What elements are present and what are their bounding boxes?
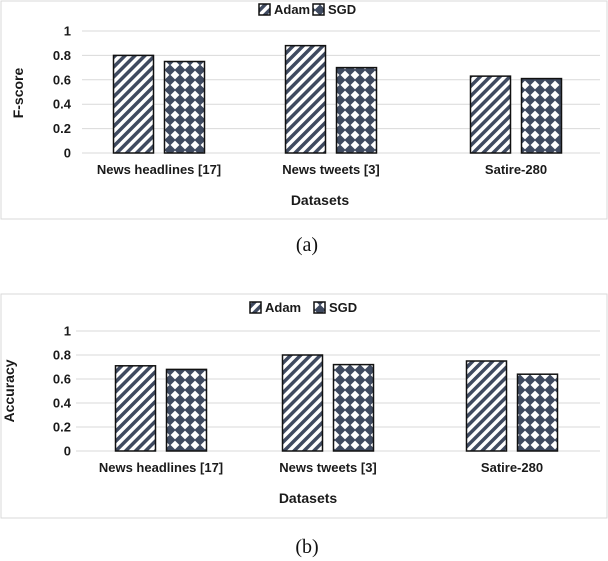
y-tick-label: 1: [64, 324, 71, 339]
bar-adam-1: [114, 365, 157, 452]
x-category-label: News headlines [17]: [99, 460, 223, 475]
caption-a: (a): [296, 234, 318, 256]
legend: Adam SGD: [258, 2, 356, 17]
bar-sgd-3: [516, 373, 559, 452]
legend-swatch-sgd: [312, 3, 325, 16]
y-tick-label: 0.2: [53, 420, 71, 435]
y-tick-label: 0.6: [53, 372, 71, 387]
x-category-label: Satire-280: [485, 162, 547, 177]
bars: [112, 44, 563, 154]
y-tick-label: 0.4: [53, 396, 72, 411]
legend-label-adam: Adam: [274, 2, 310, 17]
bar-adam-3: [465, 360, 508, 452]
x-axis-categories: News headlines [17] News tweets [3] Satire…: [99, 460, 543, 475]
legend-swatch-sgd: [313, 301, 326, 314]
chart-accuracy: Adam SGD 0 0.2 0.4 0.6 0.8 1 News headlines […: [0, 293, 608, 519]
bar-sgd-3: [520, 77, 563, 154]
y-axis-title: F-score: [10, 68, 26, 119]
chart-frame: [0, 293, 608, 519]
legend-label-sgd: SGD: [328, 2, 356, 17]
bar-sgd-2: [332, 363, 375, 452]
bar-adam-2: [284, 44, 327, 154]
x-axis-title: Datasets: [279, 490, 338, 506]
y-tick-label: 1: [64, 24, 71, 39]
caption-b: (b): [295, 536, 318, 558]
x-category-label: Satire-280: [481, 460, 543, 475]
bar-sgd-1: [163, 60, 206, 154]
legend-swatch-adam: [249, 301, 262, 314]
y-axis-ticks: 0 0.2 0.4 0.6 0.8 1: [53, 324, 72, 459]
bars: [114, 354, 559, 452]
chart-fscore: Adam SGD 0 0.2 0.4 0.6 0.8 1 News headlines […: [0, 0, 608, 220]
y-tick-label: 0.4: [53, 97, 72, 112]
legend: Adam SGD: [249, 300, 357, 315]
bar-sgd-2: [335, 66, 378, 154]
y-tick-label: 0.2: [53, 121, 71, 136]
y-tick-label: 0: [64, 444, 71, 459]
legend-swatch-adam: [258, 3, 271, 16]
y-axis-ticks: 0 0.2 0.4 0.6 0.8 1: [53, 24, 72, 161]
bar-sgd-1: [165, 368, 208, 452]
bar-adam-3: [469, 75, 512, 154]
y-tick-label: 0.6: [53, 72, 71, 87]
x-category-label: News headlines [17]: [97, 162, 221, 177]
y-tick-label: 0: [64, 146, 71, 161]
x-category-label: News tweets [3]: [279, 460, 377, 475]
y-axis-title: Accuracy: [1, 359, 17, 422]
legend-label-adam: Adam: [265, 300, 301, 315]
x-axis-categories: News headlines [17] News tweets [3] Satire…: [97, 162, 547, 177]
x-axis-title: Datasets: [291, 192, 350, 208]
x-category-label: News tweets [3]: [282, 162, 380, 177]
bar-adam-1: [112, 54, 155, 154]
y-tick-label: 0.8: [53, 348, 71, 363]
chart-frame: [0, 0, 608, 220]
bar-adam-2: [281, 354, 324, 452]
y-tick-label: 0.8: [53, 48, 71, 63]
legend-label-sgd: SGD: [329, 300, 357, 315]
